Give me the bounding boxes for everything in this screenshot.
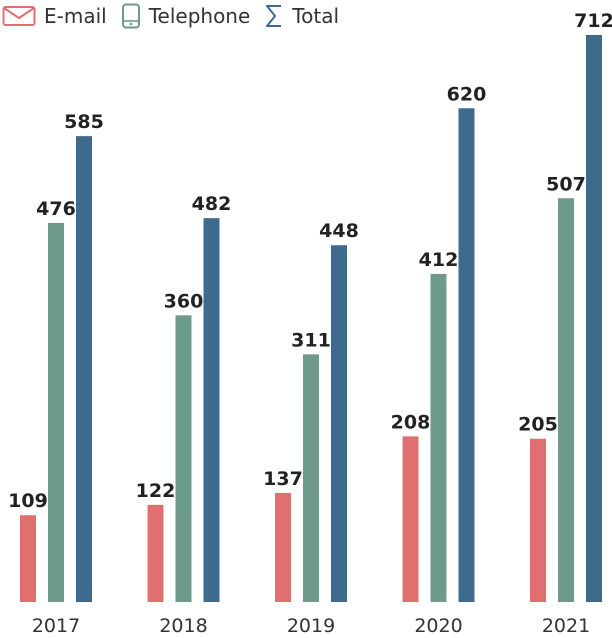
envelope-icon <box>2 5 36 27</box>
data-label-total-2020: 620 <box>447 83 487 105</box>
data-label-email-2021: 205 <box>518 414 558 436</box>
data-label-email-2018: 122 <box>136 480 176 502</box>
phone-icon <box>121 3 141 29</box>
data-label-total-2019: 448 <box>319 220 359 242</box>
x-tick-label-2020: 2020 <box>414 615 462 637</box>
bar-telephone-2019[interactable] <box>303 354 319 602</box>
bar-telephone-2021[interactable] <box>558 198 574 602</box>
data-label-telephone-2021: 507 <box>546 173 586 195</box>
legend-item-telephone[interactable]: Telephone <box>121 3 251 29</box>
sigma-icon <box>264 3 284 29</box>
data-label-total-2021: 712 <box>574 10 612 32</box>
data-label-telephone-2019: 311 <box>291 329 331 351</box>
bar-email-2021[interactable] <box>530 438 546 602</box>
legend: E-mail Telephone Total <box>0 0 353 32</box>
legend-item-total[interactable]: Total <box>264 3 339 29</box>
legend-label-email: E-mail <box>44 4 107 28</box>
data-label-email-2017: 109 <box>8 490 48 512</box>
bar-telephone-2017[interactable] <box>48 222 64 602</box>
bar-telephone-2020[interactable] <box>430 273 447 602</box>
x-tick-label-2019: 2019 <box>287 615 335 637</box>
x-tick-label-2021: 2021 <box>542 615 590 637</box>
legend-label-telephone: Telephone <box>148 4 251 28</box>
x-tick-label-2017: 2017 <box>32 615 80 637</box>
bar-total-2019[interactable] <box>331 245 347 602</box>
bar-total-2017[interactable] <box>76 136 92 602</box>
data-label-email-2020: 208 <box>391 411 431 433</box>
bar-email-2018[interactable] <box>147 504 164 602</box>
bar-total-2020[interactable] <box>458 108 475 603</box>
legend-item-email[interactable]: E-mail <box>2 4 107 28</box>
data-label-telephone-2017: 476 <box>36 198 76 220</box>
bar-telephone-2018[interactable] <box>175 315 192 602</box>
bar-email-2019[interactable] <box>275 492 291 602</box>
bar-total-2018[interactable] <box>203 218 220 603</box>
bar-email-2020[interactable] <box>402 436 419 602</box>
bar-total-2021[interactable] <box>586 35 602 602</box>
x-tick-label-2018: 2018 <box>159 615 207 637</box>
data-label-email-2019: 137 <box>263 468 303 490</box>
data-label-telephone-2018: 360 <box>164 290 204 312</box>
legend-label-total: Total <box>292 4 340 28</box>
data-label-telephone-2020: 412 <box>419 249 459 271</box>
data-label-total-2017: 585 <box>64 111 104 133</box>
bar-email-2017[interactable] <box>20 515 36 602</box>
data-label-total-2018: 482 <box>192 193 232 215</box>
